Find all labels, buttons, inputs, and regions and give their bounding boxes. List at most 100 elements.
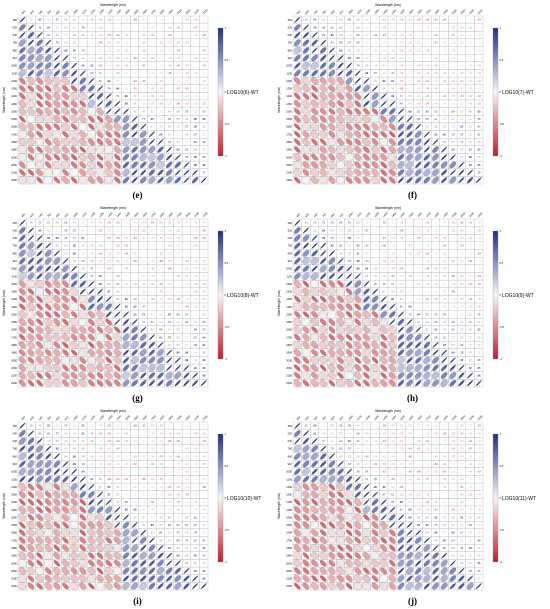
correlation-ellipse [380, 153, 388, 161]
correlation-value: .22 [159, 117, 163, 121]
correlation-ellipse [36, 498, 43, 506]
correlation-ellipse [88, 303, 95, 310]
correlation-value: -.44 [124, 33, 129, 37]
correlation-value: -.69 [132, 424, 137, 428]
correlation-value: -.35 [124, 462, 129, 466]
correlation-value: .45 [365, 64, 369, 68]
correlation-value: .42 [167, 132, 171, 136]
correlation-value: .42 [451, 117, 455, 121]
correlation-value: -.28 [193, 297, 198, 301]
correlation-value: -.35 [416, 48, 421, 52]
correlation-value: -.16 [193, 79, 198, 83]
correlation-value: .57 [55, 439, 59, 443]
correlation-ellipse [319, 168, 327, 177]
correlation-value: .81 [193, 140, 197, 144]
correlation-ellipse [113, 169, 121, 176]
correlation-ellipse [96, 130, 104, 138]
correlation-value: .43 [193, 320, 197, 324]
correlation-ellipse [363, 161, 370, 169]
correlation-ellipse [294, 69, 301, 77]
correlation-ellipse [18, 122, 27, 131]
correlation-ellipse [130, 138, 139, 146]
correlation-value: .59 [167, 515, 171, 519]
correlation-value: -.69 [176, 297, 181, 301]
correlation-value: -.70 [184, 492, 189, 496]
correlation-value: -.59 [184, 259, 189, 263]
correlation-value: .88 [193, 117, 197, 121]
correlation-ellipse [301, 317, 311, 327]
correlation-value: .46 [382, 86, 386, 90]
correlation-value: -.70 [167, 71, 172, 75]
correlation-value: -.37 [201, 477, 206, 481]
correlation-ellipse [70, 544, 78, 552]
correlation-value: -.69 [167, 439, 172, 443]
correlation-ellipse [345, 92, 353, 100]
correlation-value: -.20 [184, 251, 189, 255]
correlation-value: -.23 [451, 56, 456, 60]
correlation-ellipse [319, 356, 328, 365]
correlation-value: -.29 [141, 244, 146, 248]
correlation-value: -.50 [98, 221, 103, 225]
correlation-ellipse [328, 318, 336, 326]
x-tick-label: 1860 [158, 414, 165, 421]
y-tick-label: 2000 [11, 561, 17, 565]
correlation-value: -.46 [459, 274, 464, 278]
correlation-value: .56 [185, 515, 189, 519]
correlation-value: -.65 [98, 431, 103, 435]
correlation-value: .81 [339, 244, 343, 248]
correlation-value: -.07 [407, 267, 412, 271]
correlation-value: .83 [477, 328, 481, 332]
correlation-ellipse [354, 100, 362, 108]
correlation-ellipse [388, 169, 396, 176]
y-tick-label: 1130 [11, 71, 17, 75]
correlation-value: -.16 [364, 25, 369, 29]
correlation-value: -.31 [141, 94, 146, 98]
correlation-ellipse [432, 176, 439, 184]
correlation-ellipse [354, 357, 361, 364]
correlation-value: .69 [434, 320, 438, 324]
y-tick-label: 1750 [11, 132, 17, 136]
correlation-ellipse [302, 280, 310, 288]
correlation-ellipse [88, 123, 95, 130]
correlation-ellipse [345, 153, 354, 162]
correlation-ellipse [53, 529, 61, 537]
correlation-ellipse [397, 380, 405, 387]
correlation-value: .60 [29, 424, 33, 428]
correlation-ellipse [441, 169, 448, 176]
correlation-ellipse [27, 460, 35, 468]
correlation-value: -.54 [98, 447, 103, 451]
correlation-ellipse [45, 265, 52, 272]
correlation-value: .70 [347, 41, 351, 45]
correlation-ellipse [380, 146, 387, 153]
correlation-value: -.29 [442, 48, 447, 52]
correlation-value: -.05 [425, 236, 430, 240]
correlation-ellipse [311, 364, 319, 372]
correlation-value: -.38 [476, 297, 481, 301]
correlation-value: -.11 [132, 41, 137, 45]
correlation-value: -.16 [407, 221, 412, 225]
correlation-value: .33 [451, 335, 455, 339]
correlation-ellipse [52, 513, 61, 522]
correlation-ellipse [432, 364, 439, 372]
correlation-ellipse [414, 334, 422, 341]
correlation-ellipse [449, 372, 457, 379]
correlation-value: .50 [416, 320, 420, 324]
correlation-ellipse [96, 521, 104, 529]
x-axis-title: Wavelength (nm) [375, 206, 401, 210]
correlation-value: -.59 [124, 267, 129, 271]
x-tick-label: 2200 [477, 211, 484, 218]
correlation-value: .77 [141, 117, 145, 121]
correlation-value: -.20 [132, 500, 137, 504]
correlation-value: -.59 [141, 33, 146, 37]
correlation-value: -.30 [468, 86, 473, 90]
correlation-ellipse [70, 100, 78, 108]
correlation-value: -.17 [158, 56, 163, 60]
correlation-value: .99 [391, 94, 395, 98]
correlation-ellipse [79, 537, 87, 544]
correlation-value: -.29 [115, 424, 120, 428]
correlation-ellipse [328, 341, 336, 349]
correlation-value: -.14 [416, 259, 421, 263]
correlation-ellipse [388, 348, 396, 357]
correlation-value: -.47 [390, 259, 395, 263]
correlation-ellipse [319, 84, 327, 93]
